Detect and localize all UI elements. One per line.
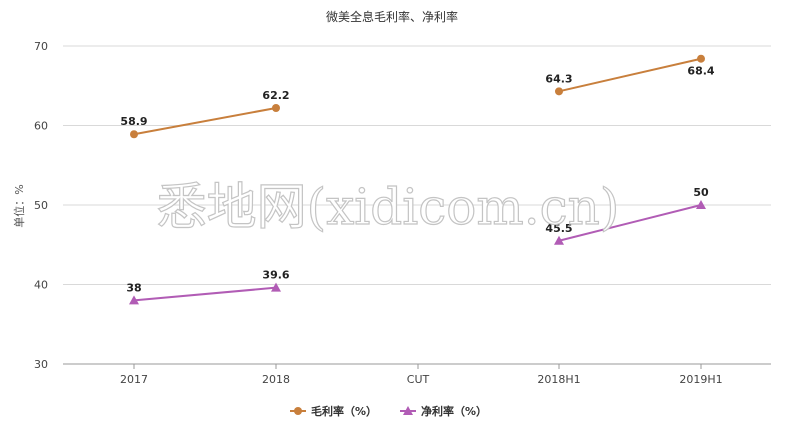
- y-tick-label: 30: [34, 358, 48, 371]
- legend-item-2: 净利率（%）: [400, 404, 487, 418]
- chart-title: 微美全息毛利率、净利率: [326, 9, 458, 24]
- data-point-triangle: [696, 200, 706, 209]
- watermark-text: 悉地网(xidicom.cn): [157, 178, 620, 236]
- y-axis-ticks: 30 40 50 60 70: [34, 40, 48, 371]
- x-tick-label: 2017: [120, 373, 148, 386]
- data-label: 50: [693, 186, 709, 199]
- y-tick-label: 50: [34, 199, 48, 212]
- data-label: 64.3: [545, 72, 572, 85]
- data-label: 62.2: [262, 89, 289, 102]
- y-tick-label: 70: [34, 40, 48, 53]
- x-tick-label: 2019H1: [679, 373, 722, 386]
- data-point-triangle: [129, 295, 139, 305]
- y-tick-label: 60: [34, 120, 48, 133]
- legend-label: 毛利率（%）: [311, 404, 377, 418]
- legend: 毛利率（%） 净利率（%）: [290, 404, 487, 418]
- data-label: 58.9: [120, 115, 147, 128]
- legend-label: 净利率（%）: [421, 404, 487, 418]
- gridlines: [63, 45, 771, 285]
- data-point-circle: [130, 130, 138, 139]
- series-layer: 58.9 62.2 64.3 68.4 38 39.6 45.5 50: [120, 54, 715, 305]
- legend-item-1: 毛利率（%）: [290, 404, 377, 418]
- x-tick-label: 2018H1: [537, 373, 580, 386]
- data-label: 39.6: [262, 269, 289, 282]
- y-axis-label: 单位：%: [12, 184, 26, 227]
- data-label: 68.4: [687, 65, 714, 78]
- x-axis: 2017 2018 CUT 2018H1 2019H1: [63, 363, 771, 386]
- data-point-triangle: [554, 235, 564, 245]
- data-point-circle: [697, 54, 705, 63]
- data-label: 45.5: [545, 222, 572, 235]
- data-point-triangle: [271, 282, 281, 292]
- legend-marker-circle: [294, 407, 302, 415]
- data-label: 38: [126, 281, 141, 294]
- x-tick-label: CUT: [407, 373, 430, 386]
- legend-marker-triangle: [403, 406, 413, 415]
- data-point-circle: [555, 87, 563, 96]
- series-line: [558, 57, 702, 93]
- series-line: [133, 107, 277, 136]
- series-2: 38 39.6 45.5 50: [126, 186, 709, 305]
- data-point-circle: [272, 104, 280, 113]
- series-1: 58.9 62.2 64.3 68.4: [120, 54, 715, 139]
- y-tick-label: 40: [34, 279, 48, 292]
- series-line: [558, 204, 702, 242]
- series-line: [133, 286, 277, 302]
- x-tick-label: 2018: [262, 373, 290, 386]
